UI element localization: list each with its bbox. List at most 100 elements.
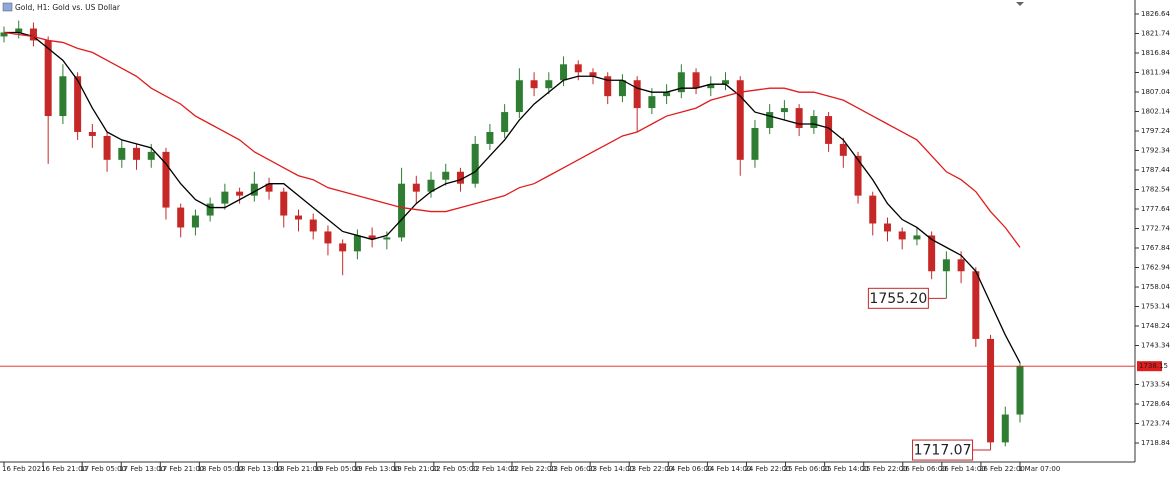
x-tick-label: 23 Feb 22:00 bbox=[627, 465, 673, 473]
x-tick-label: 23 Feb 14:00 bbox=[588, 465, 634, 473]
y-tick-label: 1787.44 bbox=[1141, 166, 1170, 174]
candle-body bbox=[722, 80, 730, 85]
candle-body bbox=[353, 235, 361, 252]
candle-body bbox=[398, 183, 406, 238]
price-label-box bbox=[1137, 361, 1162, 372]
y-tick-label: 1753.14 bbox=[1141, 303, 1170, 311]
y-tick-label: 1811.94 bbox=[1141, 69, 1170, 77]
candle-body bbox=[869, 195, 877, 224]
x-tick-label: 19 Feb 13:00 bbox=[354, 465, 400, 473]
y-tick-label: 1816.84 bbox=[1141, 49, 1170, 57]
x-tick-label: 16 Feb 2021 bbox=[2, 465, 46, 473]
x-tick-label: 22 Feb 14:00 bbox=[471, 465, 517, 473]
moving-average bbox=[4, 31, 1021, 364]
candle-body bbox=[515, 80, 523, 113]
candle-body bbox=[471, 143, 479, 184]
candle-body bbox=[59, 76, 67, 117]
candle-body bbox=[339, 243, 347, 252]
candle-body bbox=[883, 223, 891, 232]
candle-body bbox=[427, 179, 435, 192]
candle-body bbox=[751, 127, 759, 160]
x-tick-label: 24 Feb 14:00 bbox=[705, 465, 751, 473]
symbol-icon bbox=[2, 2, 13, 12]
candle-body bbox=[1016, 366, 1024, 415]
y-tick-label: 1733.54 bbox=[1141, 381, 1170, 389]
candle-body bbox=[442, 171, 450, 180]
x-tick-label: 18 Feb 05:00 bbox=[197, 465, 243, 473]
x-tick-label: 18 Feb 13:00 bbox=[236, 465, 282, 473]
annotation-label: 1717.07 bbox=[914, 443, 972, 459]
candle-body bbox=[412, 183, 420, 192]
price-label: 1738.15 bbox=[1139, 362, 1168, 370]
candle-body bbox=[618, 80, 626, 97]
x-tick-label: 25 Feb 06:00 bbox=[784, 465, 830, 473]
candle-body bbox=[530, 80, 538, 89]
candle-body bbox=[957, 259, 965, 272]
y-tick-label: 1802.14 bbox=[1141, 108, 1170, 116]
x-tick-label: 25 Feb 14:00 bbox=[823, 465, 869, 473]
candle-body bbox=[501, 112, 509, 132]
y-tick-label: 1728.64 bbox=[1141, 400, 1170, 408]
candle-body bbox=[221, 191, 229, 204]
candle-body bbox=[456, 171, 464, 184]
candle-body bbox=[177, 207, 185, 228]
x-tick-label: 19 Feb 21:00 bbox=[393, 465, 439, 473]
candle-body bbox=[44, 40, 52, 117]
candle-body bbox=[854, 155, 862, 196]
shift-marker bbox=[1016, 2, 1024, 6]
y-tick-label: 1772.74 bbox=[1141, 225, 1170, 233]
y-tick-label: 1792.34 bbox=[1141, 147, 1170, 155]
y-tick-label: 1807.04 bbox=[1141, 88, 1170, 96]
y-tick-label: 1758.04 bbox=[1141, 283, 1170, 291]
candle-body bbox=[133, 147, 141, 160]
candle-body bbox=[250, 183, 258, 196]
x-tick-label: 26 Feb 22:00 bbox=[979, 465, 1025, 473]
y-tick-label: 1723.74 bbox=[1141, 420, 1170, 428]
candle-body bbox=[206, 203, 214, 216]
y-tick-label: 1797.24 bbox=[1141, 127, 1170, 135]
candle-body bbox=[663, 92, 671, 97]
y-tick-label: 1718.84 bbox=[1141, 439, 1170, 447]
candle-body bbox=[383, 237, 391, 240]
y-tick-label: 1821.74 bbox=[1141, 30, 1170, 38]
x-tick-label: 23 Feb 06:00 bbox=[549, 465, 595, 473]
candle-body bbox=[677, 72, 685, 93]
candle-body bbox=[15, 28, 23, 33]
candle-body bbox=[147, 151, 155, 160]
candle-body bbox=[913, 235, 921, 240]
x-tick-label: 26 Feb 14:00 bbox=[940, 465, 986, 473]
annotation-box bbox=[912, 439, 974, 461]
candle-body bbox=[309, 219, 317, 232]
y-tick-label: 1743.34 bbox=[1141, 342, 1170, 350]
candle-body bbox=[928, 235, 936, 272]
candle-body bbox=[692, 72, 700, 89]
y-tick-label: 1782.54 bbox=[1141, 186, 1170, 194]
candle-body bbox=[1001, 414, 1009, 443]
x-tick-label: 24 Feb 22:00 bbox=[744, 465, 790, 473]
x-tick-label: 24 Feb 06:00 bbox=[666, 465, 712, 473]
candle-body bbox=[795, 108, 803, 128]
candle-body bbox=[236, 191, 244, 196]
candle-body bbox=[103, 135, 111, 160]
candle-body bbox=[486, 131, 494, 144]
y-tick-label: 1777.64 bbox=[1141, 205, 1170, 213]
moving-average bbox=[3, 31, 1021, 248]
candle-body bbox=[74, 76, 82, 132]
candle-body bbox=[766, 112, 774, 128]
candle-body bbox=[648, 96, 656, 109]
y-tick-label: 1826.64 bbox=[1141, 10, 1170, 18]
y-tick-label: 1762.94 bbox=[1141, 264, 1170, 272]
candle-body bbox=[0, 32, 8, 37]
candle-body bbox=[324, 231, 332, 244]
candle-body bbox=[633, 80, 641, 109]
candle-body bbox=[265, 183, 273, 192]
candle-body bbox=[839, 143, 847, 156]
x-tick-label: 25 Feb 22:00 bbox=[862, 465, 908, 473]
x-tick-label: 17 Feb 21:00 bbox=[158, 465, 204, 473]
candle-body bbox=[972, 271, 980, 339]
x-tick-label: 17 Feb 05:00 bbox=[80, 465, 126, 473]
x-tick-label: 22 Feb 05:00 bbox=[432, 465, 478, 473]
candle-body bbox=[589, 72, 597, 77]
candle-body bbox=[280, 191, 288, 216]
